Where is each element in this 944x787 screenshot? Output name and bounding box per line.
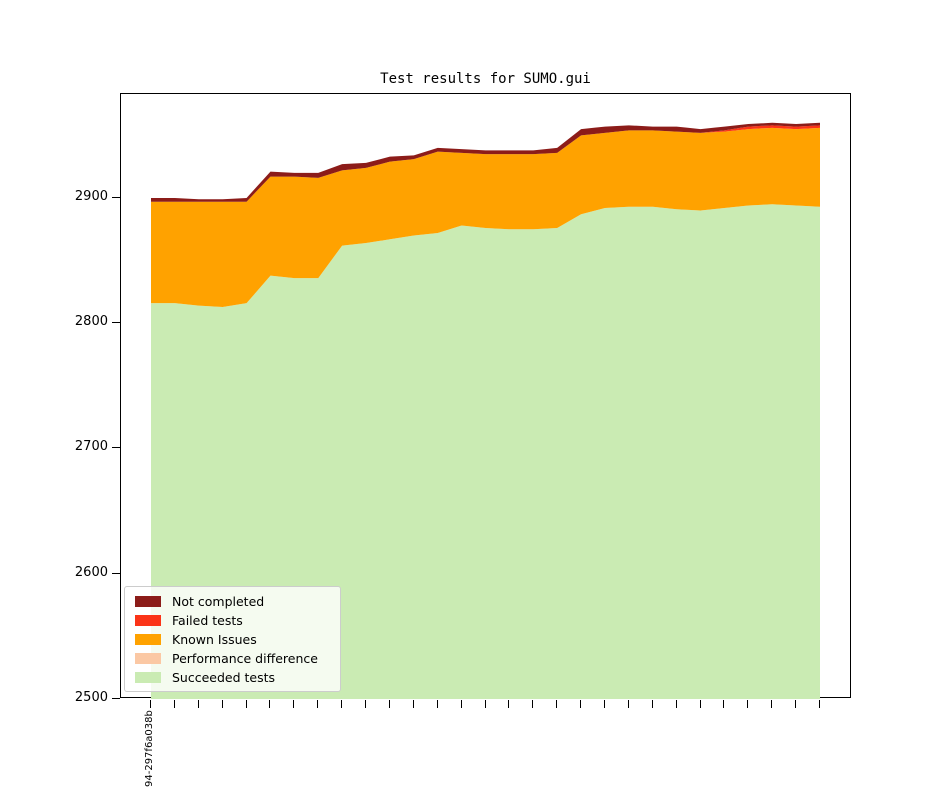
legend-label: Not completed [172,594,265,609]
x-tick [603,700,605,708]
x-tick [269,700,271,708]
legend-swatch-failed-tests [135,615,161,626]
x-tick [436,700,438,708]
x-tick [627,700,629,708]
x-tick [412,700,414,708]
legend-item-failed-tests: Failed tests [135,611,332,630]
x-tick [197,700,199,708]
legend-label: Failed tests [172,613,243,628]
legend-item-known-issues: Known Issues [135,630,332,649]
x-tick [508,700,510,708]
y-tick [112,572,120,574]
x-tick [173,700,175,708]
x-tick [819,700,820,708]
x-tick-label: 94-297f6a038b [144,710,155,787]
area-known-issues [151,127,820,307]
x-tick [556,700,558,708]
legend-item-not-completed: Not completed [135,592,332,611]
legend-swatch-known-issues [135,634,161,645]
x-tick [580,700,582,708]
x-tick [699,700,701,708]
x-tick [365,700,367,708]
x-tick [532,700,534,708]
chart-title: Test results for SUMO.gui [380,71,591,87]
y-tick-label: 2900 [74,188,108,204]
legend-swatch-not-completed [135,596,161,607]
legend-label: Known Issues [172,632,257,647]
x-tick [675,700,677,708]
y-tick-label: 2800 [74,314,108,330]
y-tick-label: 2700 [74,439,108,455]
x-tick [460,700,462,708]
y-tick-label: 2500 [74,690,108,705]
x-tick [221,700,223,708]
plot-area: Not completed Failed tests Known Issues Per… [120,93,851,699]
y-tick [112,196,120,198]
legend-item-performance-difference: Performance difference [135,649,332,668]
legend-swatch-performance-difference [135,653,161,664]
x-tick [723,700,725,708]
x-tick [341,700,343,708]
x-tick [651,700,653,708]
area-succeeded-tests [151,204,820,699]
x-tick [484,700,486,708]
x-tick [245,700,247,708]
x-tick [795,700,797,708]
legend-label: Succeeded tests [172,670,276,685]
y-tick [112,322,120,324]
x-tick [317,700,319,708]
x-tick [747,700,749,708]
legend-swatch-succeeded-tests [135,672,161,683]
legend-item-succeeded-tests: Succeeded tests [135,668,332,687]
y-tick [112,698,120,699]
x-tick [150,700,151,708]
x-tick [293,700,295,708]
x-tick [388,700,390,708]
legend-label: Performance difference [172,651,318,666]
y-tick [112,447,120,449]
stacked-area-chart [151,122,820,699]
y-tick-label: 2600 [74,564,108,580]
legend: Not completed Failed tests Known Issues Per… [124,586,341,692]
x-tick [771,700,773,708]
